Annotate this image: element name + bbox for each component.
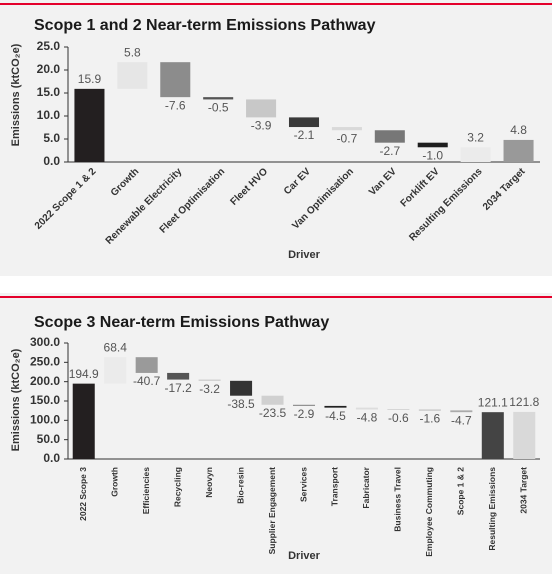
bar: [292, 404, 316, 406]
bar: [74, 88, 105, 162]
x-tick-label: Resulting Emissions: [487, 467, 497, 551]
value-label: -1.0: [422, 148, 443, 162]
bar: [503, 139, 534, 162]
y-axis-label: Emissions (ktCO₂e): [10, 348, 22, 451]
bar: [331, 127, 362, 131]
value-label: -0.6: [388, 411, 409, 425]
value-label: -38.5: [227, 397, 255, 411]
y-tick-label: 5.0: [43, 131, 60, 145]
bar: [450, 410, 473, 413]
bar: [387, 409, 410, 411]
value-label: 5.8: [124, 45, 141, 59]
value-label: 194.9: [69, 367, 99, 381]
y-tick-label: 150.0: [30, 393, 60, 407]
bar: [198, 379, 221, 381]
y-tick-label: 20.0: [37, 62, 61, 76]
value-label: -4.8: [357, 411, 378, 425]
bar: [203, 97, 234, 100]
bar: [481, 412, 504, 459]
value-label: -3.9: [251, 119, 272, 133]
value-label: 3.2: [467, 130, 484, 144]
x-tick-label: Recycling: [172, 467, 182, 507]
bar: [246, 99, 277, 118]
y-tick-label: 0.0: [43, 451, 60, 465]
x-tick-label: Transport: [330, 467, 340, 506]
value-label: -0.5: [208, 101, 229, 115]
y-tick-label: 100.0: [30, 413, 60, 427]
value-label: 121.8: [509, 395, 539, 409]
bar: [72, 383, 95, 459]
x-tick-label: Services: [298, 467, 308, 502]
bar: [117, 62, 148, 89]
chart-title: Scope 3 Near-term Emissions Pathway: [34, 314, 329, 331]
value-label: -4.7: [451, 413, 472, 427]
bar: [160, 62, 191, 98]
chart-title: Scope 1 and 2 Near-term Emissions Pathwa…: [34, 17, 376, 34]
y-tick-label: 200.0: [30, 374, 60, 388]
x-tick-label: Business Travel: [393, 467, 403, 532]
bar: [288, 117, 320, 128]
bar: [230, 380, 253, 396]
value-label: -2.1: [294, 128, 315, 142]
value-label: -0.7: [337, 131, 358, 145]
bar: [417, 142, 448, 148]
x-tick-label: Employee Commuting: [424, 467, 434, 557]
x-tick-label: Bio-resin: [235, 467, 245, 504]
y-tick-label: 50.0: [37, 432, 61, 446]
x-tick-label: Fabricator: [361, 466, 371, 508]
value-label: -17.2: [164, 381, 192, 395]
y-tick-label: 250.0: [30, 355, 60, 369]
bar: [355, 407, 378, 410]
y-tick-label: 15.0: [37, 85, 61, 99]
x-tick-label: Efficiencies: [141, 467, 151, 515]
value-label: 15.9: [78, 72, 102, 86]
bar: [418, 409, 441, 411]
value-label: -1.6: [420, 412, 441, 426]
bar: [460, 147, 491, 162]
value-label: -2.9: [294, 407, 315, 421]
value-label: -3.2: [199, 382, 220, 396]
x-tick-label: Supplier Engagement: [267, 467, 277, 555]
value-label: 68.4: [104, 340, 128, 354]
bar: [104, 357, 127, 384]
value-label: -40.7: [133, 374, 161, 388]
x-axis-label: Driver: [288, 550, 321, 562]
x-tick-label: 2022 Scope 3: [78, 467, 88, 521]
y-tick-label: 300.0: [30, 335, 60, 349]
value-label: 4.8: [510, 123, 527, 137]
y-axis-label: Emissions (ktCO₂e): [10, 43, 22, 146]
bar: [261, 395, 284, 405]
bar: [513, 411, 536, 459]
y-tick-label: 25.0: [37, 39, 61, 53]
bar: [167, 372, 190, 380]
value-label: -4.5: [325, 409, 346, 423]
x-tick-label: Growth: [109, 467, 119, 497]
value-label: -23.5: [259, 406, 287, 420]
x-axis-label: Driver: [288, 249, 321, 261]
value-label: -2.7: [379, 144, 400, 158]
x-tick-label: Neovyn: [204, 467, 214, 498]
x-tick-label: Scope 1 & 2: [456, 467, 466, 515]
x-tick-label: 2034 Target: [519, 467, 529, 514]
bar: [374, 130, 405, 143]
bar: [135, 357, 158, 373]
value-label: 121.1: [478, 395, 508, 409]
y-tick-label: 10.0: [37, 108, 61, 122]
value-label: -7.6: [165, 98, 186, 112]
y-tick-label: 0.0: [43, 154, 60, 168]
bar: [324, 405, 347, 408]
